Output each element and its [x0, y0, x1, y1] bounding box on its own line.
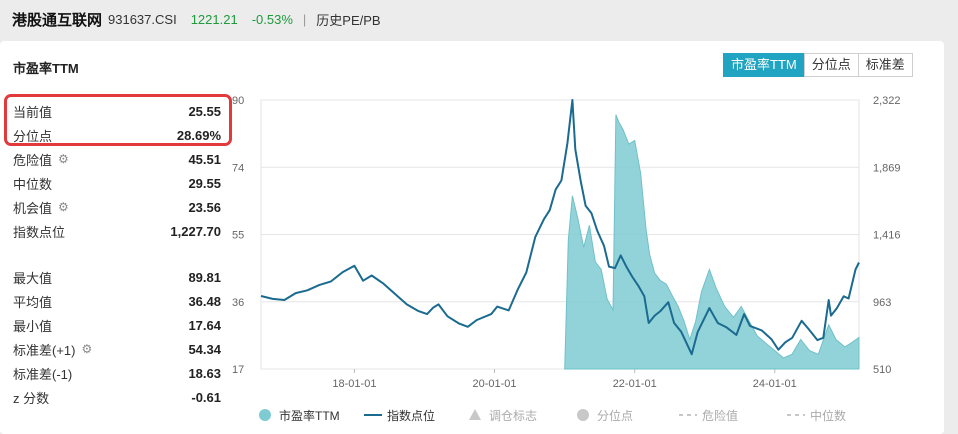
- stat-label: 指数点位: [13, 224, 66, 240]
- stat-label-wrap: 机会值 ⚙: [13, 198, 69, 217]
- stat-label: 最大值: [13, 270, 53, 286]
- right-axis-tick-label: 1,416: [873, 230, 901, 242]
- legend-label[interactable]: 调仓标志: [489, 409, 537, 423]
- gear-icon[interactable]: ⚙: [81, 342, 93, 356]
- stat-label: 中位数: [13, 176, 53, 192]
- stat-row-median: 中位数 29.55: [13, 171, 221, 195]
- stat-row-mean: 平均值 36.48: [13, 289, 221, 313]
- header-bar: 港股通互联网 931637.CSI 1221.21 -0.53% | 历史PE/…: [0, 0, 958, 38]
- stat-value: 18.63: [188, 365, 221, 381]
- stat-label: 标准差(-1): [13, 366, 73, 382]
- left-axis-tick-label: 36: [232, 297, 244, 309]
- stat-label: 分位点: [13, 128, 53, 144]
- stat-row-max: 最大值 89.81: [13, 265, 221, 289]
- stat-label-wrap: 危险值 ⚙: [13, 150, 69, 169]
- legend-label[interactable]: 指数点位: [387, 408, 435, 423]
- stat-value: 28.69%: [176, 127, 221, 143]
- legend-label[interactable]: 中位数: [810, 408, 846, 423]
- current-value-highlight: [4, 94, 232, 146]
- stat-label-wrap: 标准差(+1) ⚙: [13, 340, 92, 359]
- stat-value: -0.61: [191, 389, 221, 405]
- index-change: -0.53%: [251, 11, 293, 27]
- left-axis-tick-label: 55: [232, 230, 244, 242]
- metric-tabs: 市盈率TTM 分位点 标准差: [723, 53, 913, 77]
- stat-label: 标准差(+1): [13, 342, 76, 358]
- gear-icon[interactable]: ⚙: [58, 152, 69, 166]
- index-code: 931637.CSI: [108, 11, 177, 27]
- stat-value: 23.56: [188, 199, 221, 215]
- stat-value: 1,227.70: [170, 223, 221, 239]
- right-axis-tick-label: 510: [873, 364, 891, 376]
- stat-label: 平均值: [13, 294, 53, 310]
- stat-value: 25.55: [188, 103, 221, 119]
- pe-chart[interactable]: 90 74 55 36 17 2,322 1,869 1,416 963 510 18-01-01 2…: [228, 91, 944, 431]
- valuation-card: 市盈率TTM 市盈率TTM 分位点 标准差 当前值 25.55 分位点 28.6…: [0, 41, 944, 434]
- stat-label: 机会值: [13, 200, 53, 216]
- legend-circle-icon: [577, 409, 589, 421]
- right-axis-tick-label: 1,869: [873, 162, 901, 174]
- stat-label: z 分数: [13, 390, 50, 406]
- stat-row-index-point: 指数点位 1,227.70: [13, 219, 221, 243]
- legend-label[interactable]: 市盈率TTM: [279, 408, 340, 423]
- right-axis-tick-label: 2,322: [873, 95, 901, 107]
- header-separator: |: [302, 11, 307, 27]
- stat-label: 危险值: [13, 152, 53, 168]
- stat-row-percentile: 分位点 28.69%: [13, 123, 221, 147]
- index-price: 1221.21: [190, 11, 238, 27]
- stat-row-min: 最小值 17.64: [13, 313, 221, 337]
- gear-icon[interactable]: ⚙: [58, 200, 69, 214]
- header-subtitle: 历史PE/PB: [316, 12, 381, 28]
- stat-row-opportunity: 机会值 ⚙ 23.56: [13, 195, 221, 219]
- stat-value: 17.64: [188, 317, 221, 333]
- stat-label: 当前值: [13, 104, 53, 120]
- left-axis-tick-label: 17: [232, 364, 244, 376]
- stat-row-current: 当前值 25.55: [13, 99, 221, 123]
- stat-value: 36.48: [188, 293, 221, 309]
- x-axis-tick-label: 24-01-01: [753, 378, 797, 390]
- x-axis-tick-label: 18-01-01: [332, 378, 376, 390]
- legend-circle-icon: [259, 409, 271, 421]
- tab-percentile[interactable]: 分位点: [803, 53, 859, 77]
- left-axis-tick-label: 90: [232, 95, 244, 107]
- card-title: 市盈率TTM: [13, 61, 79, 76]
- stat-row-std-plus: 标准差(+1) ⚙ 54.34: [13, 337, 221, 361]
- legend-label[interactable]: 危险值: [702, 408, 738, 423]
- chart-svg[interactable]: 90 74 55 36 17 2,322 1,869 1,416 963 510 18-01-01 2…: [228, 91, 944, 434]
- stat-value: 89.81: [188, 269, 221, 285]
- stat-value: 54.34: [188, 341, 221, 357]
- legend-label[interactable]: 分位点: [597, 408, 633, 423]
- stat-value: 45.51: [188, 151, 221, 167]
- left-axis-tick-label: 74: [232, 162, 244, 174]
- index-line-series: [260, 99, 860, 356]
- tab-pe-ttm[interactable]: 市盈率TTM: [723, 53, 805, 77]
- index-name: 港股通互联网: [12, 11, 103, 29]
- tab-std-dev[interactable]: 标准差: [857, 53, 913, 77]
- pe-area-series: [564, 114, 860, 370]
- x-axis-tick-label: 22-01-01: [613, 378, 657, 390]
- stat-row-std-minus: 标准差(-1) 18.63: [13, 361, 221, 385]
- stat-row-zscore: z 分数 -0.61: [13, 385, 221, 409]
- right-axis-tick-label: 963: [873, 297, 891, 309]
- stat-value: 29.55: [188, 175, 221, 191]
- stat-row-danger: 危险值 ⚙ 45.51: [13, 147, 221, 171]
- stats-panel: 当前值 25.55 分位点 28.69% 危险值 ⚙ 45.51 中位数 29.5…: [13, 99, 221, 409]
- stat-label: 最小值: [13, 318, 53, 334]
- legend-triangle-icon: [469, 409, 481, 420]
- x-axis-tick-label: 20-01-01: [472, 378, 516, 390]
